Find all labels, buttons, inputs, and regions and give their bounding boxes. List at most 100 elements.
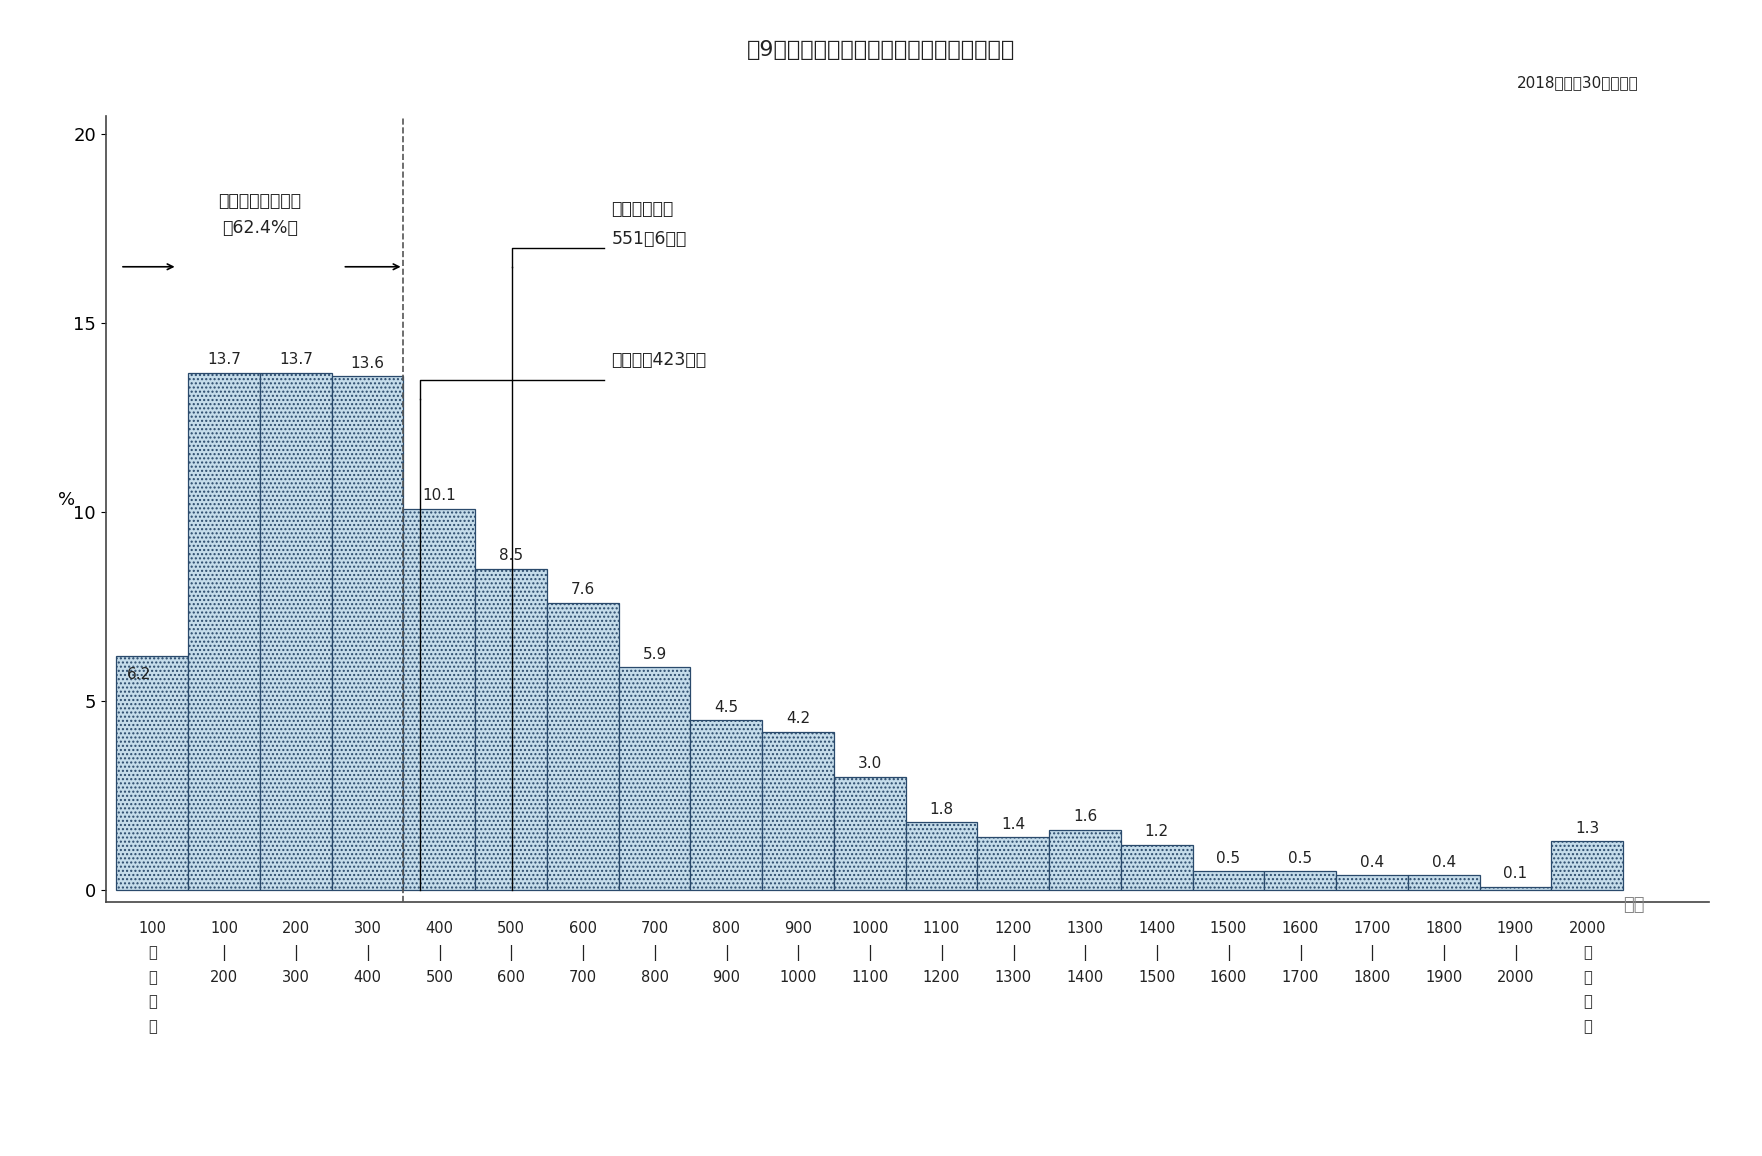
Text: 5.9: 5.9: [643, 646, 666, 661]
Text: 1.4: 1.4: [1001, 817, 1025, 832]
Text: 1200: 1200: [994, 920, 1033, 935]
Text: |: |: [724, 946, 729, 961]
Text: |: |: [1082, 946, 1087, 961]
Text: 1800: 1800: [1353, 970, 1390, 985]
Text: 1.3: 1.3: [1575, 821, 1600, 836]
Text: 7.6: 7.6: [571, 583, 596, 598]
Bar: [403, 509, 476, 890]
Text: 1900: 1900: [1496, 920, 1535, 935]
Text: 1600: 1600: [1210, 970, 1247, 985]
Text: 3.0: 3.0: [858, 756, 883, 771]
Bar: [189, 372, 261, 890]
Text: 1000: 1000: [779, 970, 818, 985]
Text: 100: 100: [210, 920, 238, 935]
Text: 円: 円: [148, 970, 157, 985]
Text: |: |: [867, 946, 872, 961]
Text: 1800: 1800: [1425, 920, 1462, 935]
Text: 0.1: 0.1: [1503, 866, 1528, 881]
Text: 上: 上: [1582, 1018, 1591, 1033]
Text: 6.2: 6.2: [127, 667, 152, 682]
Text: 200: 200: [210, 970, 238, 985]
Text: 2018（平成30）年調査: 2018（平成30）年調査: [1517, 75, 1639, 90]
Text: |: |: [795, 946, 800, 961]
Text: 1100: 1100: [923, 920, 960, 935]
Bar: [476, 569, 546, 890]
Text: |: |: [1441, 946, 1447, 961]
Bar: [618, 667, 691, 890]
Text: 551万6千円: 551万6千円: [611, 230, 687, 247]
Text: 図9　所得金額階級別世帯数の相対度数分布: 図9 所得金額階級別世帯数の相対度数分布: [747, 40, 1015, 60]
Text: 以: 以: [1582, 994, 1591, 1009]
Text: |: |: [222, 946, 227, 961]
Text: 0.4: 0.4: [1433, 854, 1455, 869]
Text: |: |: [1299, 946, 1302, 961]
Text: 700: 700: [569, 970, 597, 985]
Text: 8.5: 8.5: [499, 548, 523, 563]
Text: 2000: 2000: [1496, 970, 1535, 985]
Bar: [978, 837, 1048, 890]
Text: 0.5: 0.5: [1288, 851, 1313, 866]
Text: 2000: 2000: [1568, 920, 1605, 935]
Text: 200: 200: [282, 920, 310, 935]
Text: （62.4%）: （62.4%）: [222, 218, 298, 237]
Text: 平均所得金額: 平均所得金額: [611, 200, 673, 217]
Text: 600: 600: [497, 970, 525, 985]
Text: 1500: 1500: [1138, 970, 1175, 985]
Text: 万: 万: [1582, 946, 1591, 961]
Text: 13.7: 13.7: [278, 351, 314, 366]
Text: 万: 万: [148, 946, 157, 961]
Bar: [1048, 830, 1121, 890]
Text: 1400: 1400: [1066, 970, 1103, 985]
Text: 0.5: 0.5: [1216, 851, 1240, 866]
Text: 円: 円: [1582, 970, 1591, 985]
Bar: [546, 603, 618, 890]
Bar: [1408, 875, 1480, 890]
Bar: [691, 720, 763, 890]
Text: |: |: [1154, 946, 1159, 961]
Text: 満: 満: [148, 1018, 157, 1033]
Text: 100: 100: [139, 920, 166, 935]
Text: 4.2: 4.2: [786, 711, 811, 726]
Bar: [1265, 872, 1336, 890]
Text: 1.8: 1.8: [929, 801, 953, 816]
Y-axis label: %: %: [58, 490, 74, 509]
Bar: [833, 777, 906, 890]
Bar: [1336, 875, 1408, 890]
Text: 800: 800: [712, 920, 740, 935]
Bar: [116, 655, 189, 890]
Text: 300: 300: [354, 920, 382, 935]
Text: 1600: 1600: [1281, 920, 1318, 935]
Text: 900: 900: [784, 920, 812, 935]
Text: 10.1: 10.1: [423, 488, 456, 503]
Text: 1000: 1000: [851, 920, 888, 935]
Text: 500: 500: [497, 920, 525, 935]
Text: 1700: 1700: [1281, 970, 1320, 985]
Text: 中央値　423万円: 中央値 423万円: [611, 350, 707, 369]
Text: 1900: 1900: [1425, 970, 1462, 985]
Text: |: |: [580, 946, 585, 961]
Text: 《《: 《《: [1623, 896, 1644, 914]
Text: 700: 700: [640, 920, 668, 935]
Bar: [1193, 872, 1265, 890]
Text: 1300: 1300: [1066, 920, 1103, 935]
Text: 1100: 1100: [851, 970, 888, 985]
Text: 未: 未: [148, 994, 157, 1009]
Text: 1.2: 1.2: [1145, 824, 1168, 839]
Text: 13.7: 13.7: [208, 351, 241, 366]
Text: 400: 400: [425, 920, 453, 935]
Bar: [1551, 842, 1623, 890]
Bar: [1480, 887, 1551, 890]
Text: 1400: 1400: [1138, 920, 1175, 935]
Text: |: |: [509, 946, 513, 961]
Text: 平均所得金額以下: 平均所得金額以下: [218, 192, 301, 210]
Text: |: |: [437, 946, 442, 961]
Text: |: |: [652, 946, 657, 961]
Text: 4.5: 4.5: [714, 699, 738, 714]
Text: |: |: [939, 946, 944, 961]
Text: |: |: [365, 946, 370, 961]
Text: 1500: 1500: [1210, 920, 1247, 935]
Text: |: |: [292, 946, 298, 961]
Text: |: |: [1226, 946, 1232, 961]
Text: 1.6: 1.6: [1073, 809, 1098, 824]
Text: 500: 500: [425, 970, 453, 985]
